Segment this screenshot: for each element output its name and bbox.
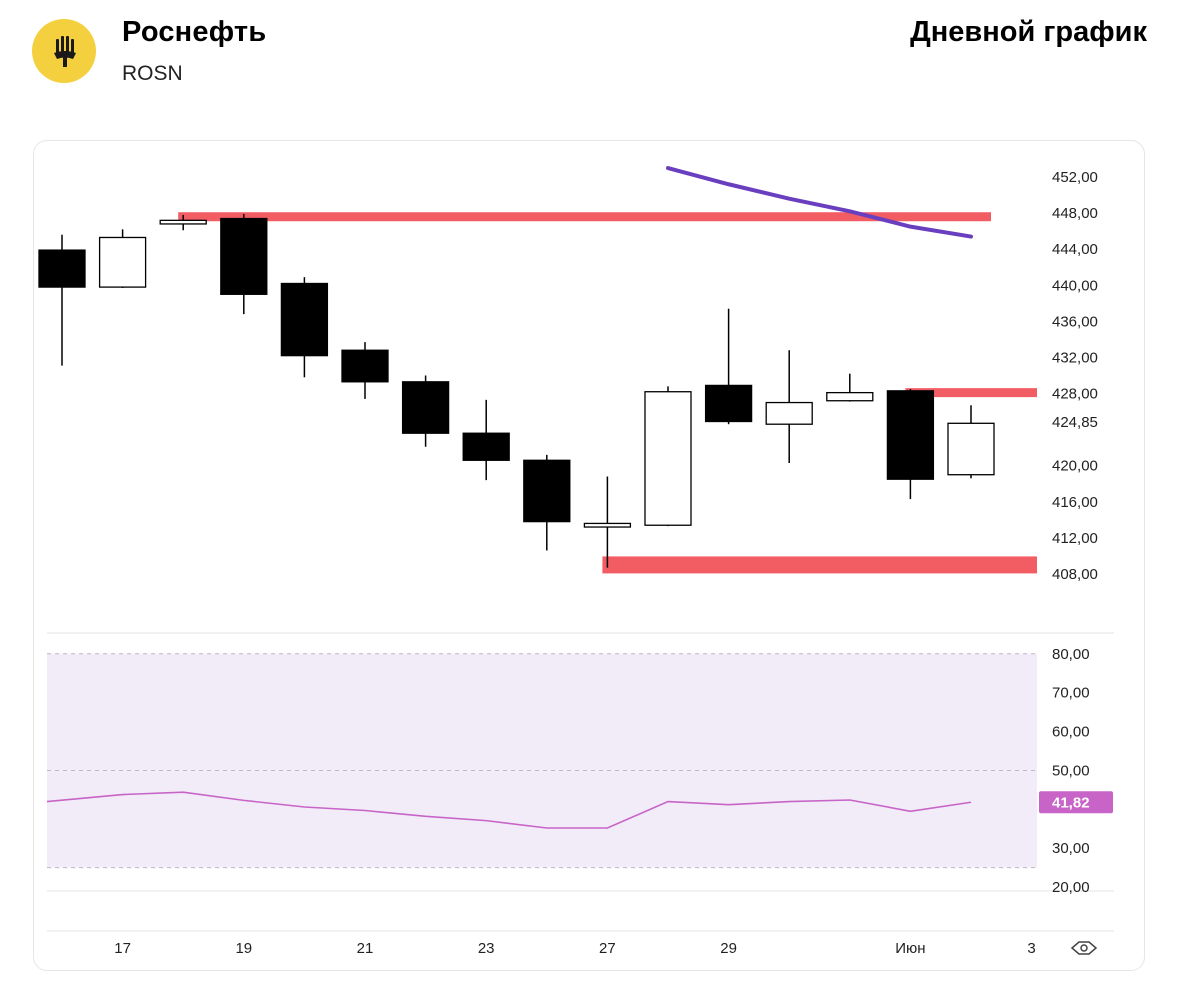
candle-body [523, 459, 571, 523]
candle-body [644, 391, 692, 526]
eye-icon[interactable] [1070, 941, 1098, 955]
oscillator-chart: 41,82 [46, 653, 1113, 869]
candle-body [220, 217, 268, 295]
candle [826, 373, 874, 402]
candle-body [947, 422, 995, 476]
eye-outline [1070, 941, 1098, 955]
candle [644, 386, 692, 527]
oscillator-band [47, 653, 1037, 868]
candle [341, 342, 389, 399]
candle-body [886, 390, 935, 480]
price-tick-label: 436,00 [1052, 313, 1098, 330]
oscillator-tick-label: 80,00 [1052, 646, 1090, 663]
candle-body [341, 349, 389, 383]
candle-body [462, 432, 510, 461]
candle [462, 399, 510, 481]
chart-period-title: Дневной график [910, 16, 1147, 48]
eye-pupil [1080, 944, 1088, 952]
date-tick-label: 27 [599, 940, 616, 957]
date-tick-label: 19 [235, 940, 252, 957]
date-tick-label: 29 [720, 940, 737, 957]
candle [947, 405, 995, 479]
candle [401, 375, 450, 447]
oscillator-value-label: 41,82 [1052, 794, 1090, 811]
date-tick-label: 23 [478, 940, 495, 957]
candle [886, 389, 935, 500]
oscillator-tick-label: 30,00 [1052, 840, 1090, 857]
candle-body [765, 401, 813, 425]
price-chart [38, 166, 1037, 574]
level-line [178, 212, 991, 222]
chart-canvas[interactable]: 41,82 452,00 448,00 444,00 440,00 436,00 432,… [34, 141, 1146, 972]
candle-body [704, 384, 753, 423]
date-tick-label: Июн [895, 940, 925, 957]
ticker-symbol: ROSN [122, 62, 183, 85]
oscillator-tick-label: 70,00 [1052, 685, 1090, 702]
date-tick-label: 3 [1027, 940, 1035, 957]
level-line [602, 556, 1037, 574]
price-tick-label: 440,00 [1052, 277, 1098, 294]
axes: 452,00 448,00 444,00 440,00 436,00 432,00 428,… [47, 169, 1114, 957]
date-tick-label: 17 [114, 940, 131, 957]
oscillator-tick-label: 60,00 [1052, 724, 1090, 741]
candle [159, 214, 207, 231]
candle [280, 277, 329, 378]
candle-body [159, 219, 207, 225]
candle [765, 350, 813, 463]
chart-card: 41,82 452,00 448,00 444,00 440,00 436,00 432,… [33, 140, 1145, 971]
candle-body [38, 249, 86, 288]
oscillator-line [46, 791, 972, 829]
candle [704, 308, 753, 425]
company-name: Роснефть [122, 16, 267, 48]
price-tick-label: 416,00 [1052, 494, 1098, 511]
candle [98, 229, 147, 288]
oscillator-value-badge [1039, 791, 1113, 814]
date-tick-label: 21 [357, 940, 374, 957]
price-tick-label: 432,00 [1052, 349, 1098, 366]
oscillator-tick-label: 20,00 [1052, 879, 1090, 896]
candle [220, 214, 268, 315]
price-tick-label: 452,00 [1052, 169, 1098, 186]
candle-body [280, 282, 329, 357]
candle [583, 476, 632, 568]
oscillator-tick-label: 50,00 [1052, 762, 1090, 779]
candle-body [583, 522, 632, 528]
price-tick-label: 448,00 [1052, 205, 1098, 222]
price-tick-label: 420,00 [1052, 458, 1098, 475]
candle-body [401, 381, 450, 434]
level-line [905, 388, 1037, 398]
trendline [666, 166, 973, 239]
candle [523, 454, 571, 551]
candle-body [98, 236, 147, 288]
price-tick-label: 412,00 [1052, 530, 1098, 547]
price-tick-label: 408,00 [1052, 566, 1098, 583]
rosneft-logo-icon [32, 19, 96, 83]
header: Роснефть ROSN Дневной график [0, 0, 1179, 110]
price-tick-label: 428,00 [1052, 386, 1098, 403]
price-tick-label: 424,85 [1052, 414, 1098, 431]
candle-body [826, 391, 874, 402]
candle [38, 234, 86, 366]
price-tick-label: 444,00 [1052, 241, 1098, 258]
